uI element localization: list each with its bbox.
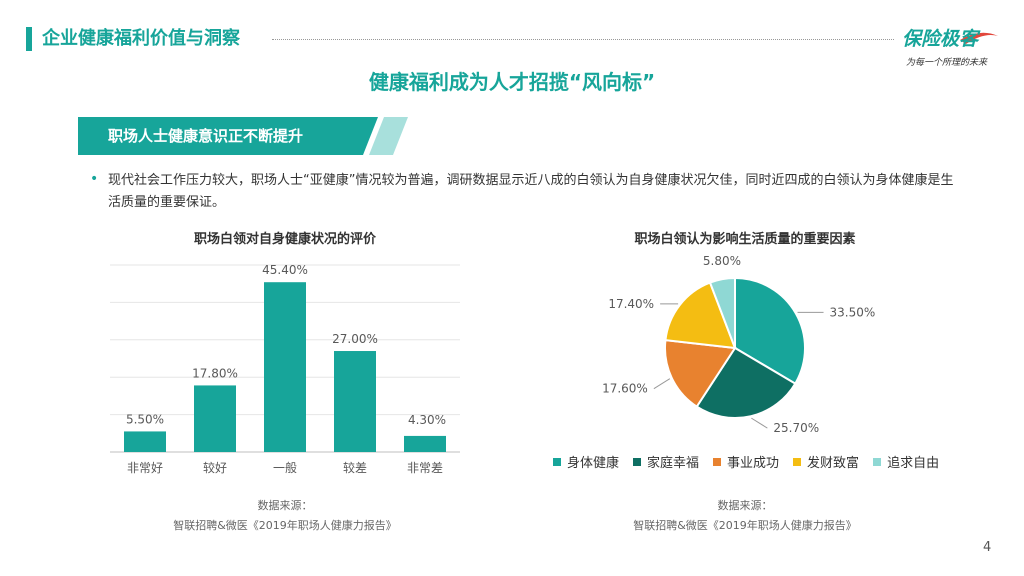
section-banner-text: 职场人士健康意识正不断提升 [108,127,304,145]
legend-swatch [633,457,642,466]
legend-label: 身体健康 [567,456,620,471]
logo-text: 保险极客 [902,28,979,50]
pie-slice [664,281,737,350]
header-accent-bar [26,27,32,51]
pie-chart-source: 数据来源： 智联招聘&微医《2019年职场人健康力报告》 [560,496,930,536]
page-number: 4 [983,540,992,555]
pie-chart-legend: 身体健康 家庭幸福 事业成功 发财致富 追求自由 [553,452,939,471]
pie-leader-line [751,417,768,429]
bullet-text: 现代社会工作压力较大，职场人士“亚健康”情况较为普遍，调研数据显示近八成的白领认… [108,173,954,210]
pie-slice [695,346,797,419]
page-title: 健康福利成为人才招揽“风向标” [368,70,656,94]
bar [404,435,446,452]
bar-value-label: 17.80% [192,366,238,380]
pie-slice [708,276,736,349]
bullet-dot-icon: • [90,171,99,187]
bar-category-label: 非常差 [407,461,443,475]
bar-chart-source: 数据来源： 智联招聘&微医《2019年职场人健康力报告》 [110,496,460,536]
bar [194,385,236,452]
pie-value-label: 17.40% [608,297,654,311]
legend-label: 发财致富 [807,456,860,471]
logo-slogan: 为每一个所理的未来 [906,58,988,68]
legend-label: 事业成功 [727,456,780,471]
bar-chart-source-text: 智联招聘&微医《2019年职场人健康力报告》 [173,519,397,532]
pie-chart-source-label: 数据来源： [717,499,773,512]
header-title: 企业健康福利价值与洞察 [42,28,240,49]
pie-value-label: 33.50% [830,305,876,319]
bar-value-label: 27.00% [332,332,378,346]
pie-slice [664,338,737,409]
bar [264,282,306,452]
logo-swoosh [960,32,998,44]
legend-swatch [553,457,561,466]
legend-item: 追求自由 [873,452,939,471]
logo-icon [960,32,998,44]
bar [124,431,166,452]
bar-value-label: 5.50% [126,412,164,426]
bar-category-label: 一般 [273,460,297,475]
bar-chart-source-label: 数据来源： [257,499,313,512]
header-divider [272,39,894,40]
section-banner [78,117,408,155]
legend-label: 追求自由 [887,456,940,471]
pie-leader-line [653,378,671,390]
bar-category-label: 非常好 [127,461,163,475]
bar-chart-title: 职场白领对自身健康状况的评价 [193,232,376,247]
bar-chart: 5.50% 非常好 17.80% 较好 45.40% 一般 27.00% 较差 4.30% 非常差 [110,263,460,475]
legend-item: 事业成功 [713,452,779,471]
legend-swatch [873,457,882,466]
legend-item: 家庭幸福 [633,452,699,471]
bar-value-label: 45.40% [262,263,308,277]
pie-chart-title: 职场白领认为影响生活质量的重要因素 [634,232,856,247]
pie-value-label: 5.80% [703,254,741,268]
pie-value-label: 17.60% [602,382,648,396]
bar-category-label: 较好 [203,460,227,475]
legend-item: 发财致富 [793,452,859,471]
pie-chart: 33.50% 25.70% 17.60% 17.40% 5.80% [602,254,876,435]
bar-value-label: 4.30% [408,413,446,427]
legend-swatch [713,457,722,466]
legend-label: 家庭幸福 [647,456,700,471]
bar-category-label: 较差 [343,460,367,475]
bar [334,351,376,452]
legend-swatch [793,457,802,466]
pie-value-label: 25.70% [773,421,819,435]
legend-item: 身体健康 [553,452,619,471]
pie-chart-source-text: 智联招聘&微医《2019年职场人健康力报告》 [633,519,857,532]
